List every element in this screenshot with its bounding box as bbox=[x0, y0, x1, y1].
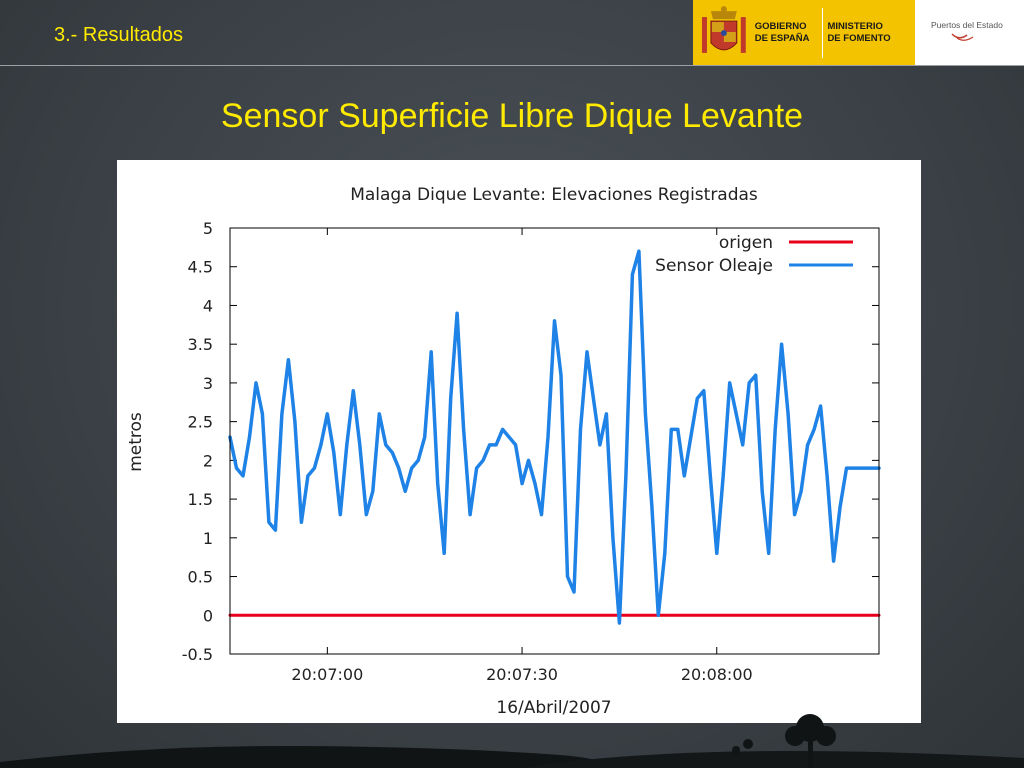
y-tick-label: -0.5 bbox=[182, 645, 213, 664]
logo-divider bbox=[822, 7, 824, 58]
y-tick-label: 0.5 bbox=[188, 568, 213, 587]
tick-layer: 5 4.5 4 3.5 3 2.5 2 1.5 1 0.5 0 -0.5 20:07:00 20:07:3… bbox=[182, 219, 879, 684]
x-tick-label: 20:07:00 bbox=[291, 665, 363, 684]
ministerio-text: MINISTERIO DE FOMENTO bbox=[827, 21, 915, 45]
y-tick-label: 2.5 bbox=[188, 413, 213, 432]
y-tick-label: 1 bbox=[203, 529, 213, 548]
section-title: 3.- Resultados bbox=[54, 24, 183, 46]
x-tick-label: 20:07:30 bbox=[486, 665, 558, 684]
series-layer bbox=[228, 249, 881, 625]
header-divider bbox=[0, 65, 1024, 66]
gobierno-line-1: GOBIERNO bbox=[754, 20, 807, 32]
elevation-chart: Malaga Dique Levante: Elevaciones Regist… bbox=[126, 185, 881, 718]
ministerio-line-2: DE FOMENTO bbox=[827, 32, 891, 44]
gobierno-logo: GOBIERNO DE ESPAÑA MINISTERIO DE FOMENTO bbox=[693, 0, 915, 65]
series-line-1 bbox=[228, 249, 881, 625]
gobierno-line-2: DE ESPAÑA bbox=[754, 32, 810, 44]
y-tick-label: 5 bbox=[203, 219, 213, 238]
y-tick-label: 4 bbox=[203, 296, 213, 315]
legend-label: origen bbox=[719, 233, 773, 253]
y-tick-label: 4.5 bbox=[188, 258, 213, 277]
y-tick-label: 2 bbox=[203, 451, 213, 470]
legend-label: Sensor Oleaje bbox=[655, 256, 773, 276]
slide-title: Sensor Superficie Libre Dique Levante bbox=[220, 97, 804, 135]
y-axis-label: metros bbox=[126, 412, 146, 472]
x-axis-label: 16/Abril/2007 bbox=[496, 698, 611, 718]
chart-legend: origen Sensor Oleaje bbox=[655, 233, 853, 276]
y-tick-label: 1.5 bbox=[188, 490, 213, 509]
puertos-mark-icon bbox=[951, 33, 974, 41]
chart-title: Malaga Dique Levante: Elevaciones Regist… bbox=[350, 185, 758, 205]
x-tick-label: 20:08:00 bbox=[681, 665, 753, 684]
chart-panel: Malaga Dique Levante: Elevaciones Regist… bbox=[117, 160, 921, 723]
puertos-logo: Puertos del Estado bbox=[915, 0, 1024, 65]
logo-strip: GOBIERNO DE ESPAÑA MINISTERIO DE FOMENTO… bbox=[693, 0, 1024, 65]
y-tick-label: 3 bbox=[203, 374, 213, 393]
landscape-silhouette bbox=[0, 714, 1024, 768]
y-tick-label: 0 bbox=[203, 606, 213, 625]
top-bar: 3.- Resultados GOBIERNO DE ESPAÑA MINIST… bbox=[0, 0, 1024, 66]
gobierno-text: GOBIERNO DE ESPAÑA bbox=[755, 21, 819, 45]
puertos-text: Puertos del Estado bbox=[931, 20, 1003, 30]
ministerio-line-1: MINISTERIO bbox=[827, 20, 883, 32]
spain-crest-icon bbox=[701, 5, 746, 53]
plot-frame bbox=[229, 227, 880, 655]
y-tick-label: 3.5 bbox=[188, 335, 213, 354]
